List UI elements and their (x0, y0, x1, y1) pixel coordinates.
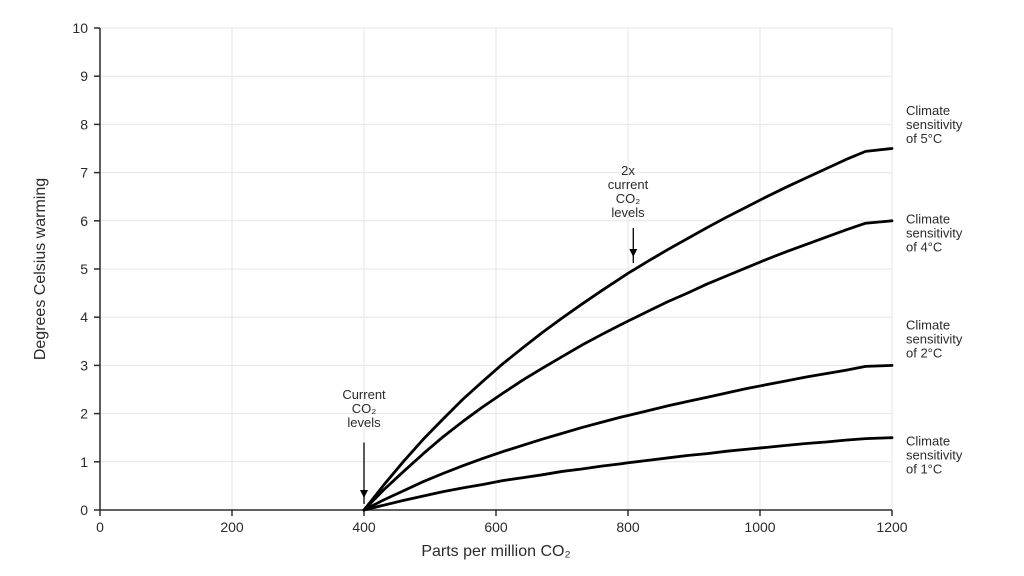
annotation-double: levels (611, 205, 645, 220)
x-tick-label: 1000 (744, 519, 775, 535)
x-tick-label: 200 (220, 519, 244, 535)
x-tick-label: 0 (96, 519, 104, 535)
y-tick-label: 0 (80, 502, 88, 518)
series-label-sens5: sensitivity (906, 117, 963, 132)
y-tick-label: 10 (72, 20, 88, 36)
series-label-sens2: Climate (906, 318, 950, 333)
y-tick-label: 1 (80, 454, 88, 470)
y-tick-label: 7 (80, 165, 88, 181)
series-label-sens1: sensitivity (906, 447, 963, 462)
y-tick-label: 8 (80, 116, 88, 132)
series-label-sens4: Climate (906, 212, 950, 227)
annotation-current: CO₂ (352, 401, 377, 416)
x-tick-label: 600 (484, 519, 508, 535)
y-tick-label: 4 (80, 309, 88, 325)
annotation-double: CO₂ (616, 191, 641, 206)
series-label-sens2: of 2°C (906, 346, 942, 361)
series-label-sens5: Climate (906, 103, 950, 118)
annotation-current: Current (342, 387, 386, 402)
annotation-double: 2x (621, 163, 635, 178)
climate-sensitivity-chart: 0 200 400 600 800 1000 1200 0 1 2 3 4 5 6 7 8 9 10 Parts p… (0, 0, 1024, 576)
x-tick-label: 800 (616, 519, 640, 535)
chart-background (0, 0, 1024, 576)
y-tick-label: 2 (80, 406, 88, 422)
series-label-sens4: of 4°C (906, 240, 942, 255)
series-label-sens4: sensitivity (906, 226, 963, 241)
y-tick-label: 3 (80, 357, 88, 373)
series-label-sens2: sensitivity (906, 332, 963, 347)
y-tick-label: 5 (80, 261, 88, 277)
series-label-sens1: of 1°C (906, 461, 942, 476)
annotation-double: current (608, 177, 649, 192)
series-label-sens5: of 5°C (906, 131, 942, 146)
x-axis-label: Parts per million CO₂ (421, 543, 570, 560)
x-tick-label: 400 (352, 519, 376, 535)
series-label-sens1: Climate (906, 433, 950, 448)
y-axis-label: Degrees Celsius warming (32, 178, 49, 360)
y-tick-label: 9 (80, 68, 88, 84)
y-tick-label: 6 (80, 213, 88, 229)
annotation-current: levels (347, 415, 381, 430)
x-tick-label: 1200 (876, 519, 907, 535)
